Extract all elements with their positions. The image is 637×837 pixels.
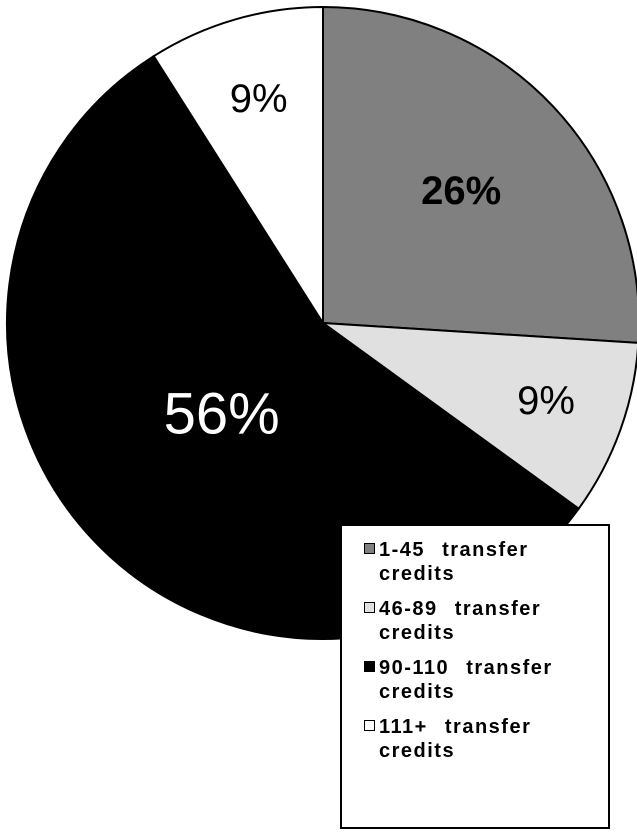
legend-label: 1-45 transfer credits (379, 539, 529, 585)
legend-item: 111+ transfer credits (364, 715, 600, 763)
legend-label: 111+ transfer credits (379, 716, 532, 762)
data-label: 26% (421, 169, 501, 213)
pie-slice (322, 5, 637, 344)
legend-item: 1-45 transfer credits (364, 538, 600, 586)
legend-swatch (364, 543, 375, 554)
pie-slice (319, 321, 637, 511)
legend-item: 46-89 transfer credits (364, 597, 600, 645)
legend-swatch (364, 661, 375, 672)
legend-item: 90-110 transfer credits (364, 656, 600, 704)
legend-swatch (364, 602, 375, 613)
data-label: 9% (230, 77, 288, 121)
legend-swatch (364, 720, 375, 731)
legend-label: 90-110 transfer credits (379, 657, 553, 703)
data-label: 56% (164, 382, 280, 447)
legend-label: 46-89 transfer credits (379, 598, 542, 644)
data-label: 9% (517, 379, 575, 423)
pie-slice (152, 5, 324, 327)
legend: 1-45 transfer credits 46-89 transfer cred… (340, 524, 610, 829)
